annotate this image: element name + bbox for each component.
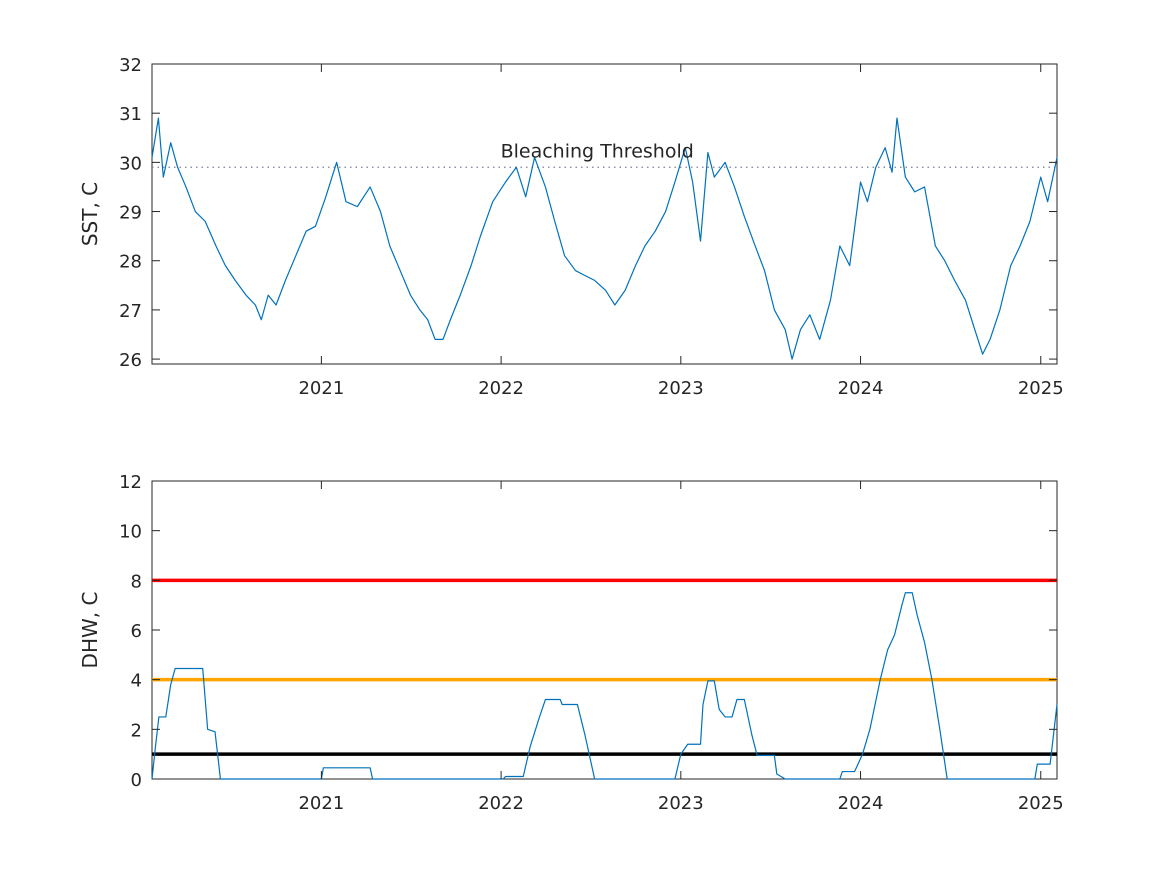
sst-x-tick-label: 2022: [478, 378, 524, 399]
sst-plot-area: [151, 117, 1058, 360]
dhw-x-tick-label: 2023: [658, 793, 704, 814]
dhw-y-ticks: 0 2 4 6 8 10 12: [119, 472, 1057, 791]
dhw-y-tick-label: 8: [131, 571, 142, 592]
sst-series-line-0: [151, 117, 1058, 360]
dhw-y-tick-label: 12: [119, 472, 142, 493]
dhw-y-tick-label: 10: [119, 522, 142, 543]
sst-x-tick-label: 2024: [838, 378, 884, 399]
sst-y-tick-label: 31: [119, 104, 142, 125]
dhw-y-tick-label: 0: [131, 770, 142, 791]
sst-x-tick-label: 2023: [658, 378, 704, 399]
dhw-y-tick-label: 4: [131, 671, 142, 692]
dhw-panel: 0 2 4 6 8 10 12 2021 2022 2023 2024 2025 DHW, C: [78, 472, 1064, 814]
dhw-reference-lines: [152, 578, 1057, 756]
dhw-x-tick-label: 2022: [478, 793, 524, 814]
dhw-x-tick-label: 2021: [298, 793, 344, 814]
dhw-y-tick-label: 6: [131, 621, 142, 642]
sst-y-tick-label: 27: [119, 301, 142, 322]
sst-y-tick-label: 28: [119, 252, 142, 273]
dhw-x-tick-label: 2025: [1018, 793, 1064, 814]
sst-y-axis-label: SST, C: [78, 182, 102, 246]
dhw-y-tick-label: 2: [131, 720, 142, 741]
sst-y-tick-label: 30: [119, 153, 142, 174]
sst-y-tick-label: 26: [119, 350, 142, 371]
sst-axes-box: [151, 63, 1058, 365]
sst-x-tick-label: 2025: [1018, 378, 1064, 399]
dhw-y-axis-label: DHW, C: [78, 592, 102, 669]
sst-annotation-bleaching-threshold: Bleaching Threshold: [501, 140, 694, 162]
sst-y-tick-label: 29: [119, 203, 142, 224]
sst-y-tick-label: 32: [119, 55, 142, 76]
sst-x-ticks: 2021 2022 2023 2024 2025: [298, 64, 1064, 399]
sst-y-ticks: 26 27 28 29 30 31 32: [119, 55, 1057, 371]
sst-x-tick-label: 2021: [298, 378, 344, 399]
sst-annotations: Bleaching Threshold: [501, 140, 694, 162]
dhw-x-tick-label: 2024: [838, 793, 884, 814]
sst-panel: 26 27 28 29 30 31 32 2021 2022 2023 2024 2025 Blea…: [78, 55, 1064, 399]
dhw-x-ticks: 2021 2022 2023 2024 2025: [298, 481, 1064, 814]
